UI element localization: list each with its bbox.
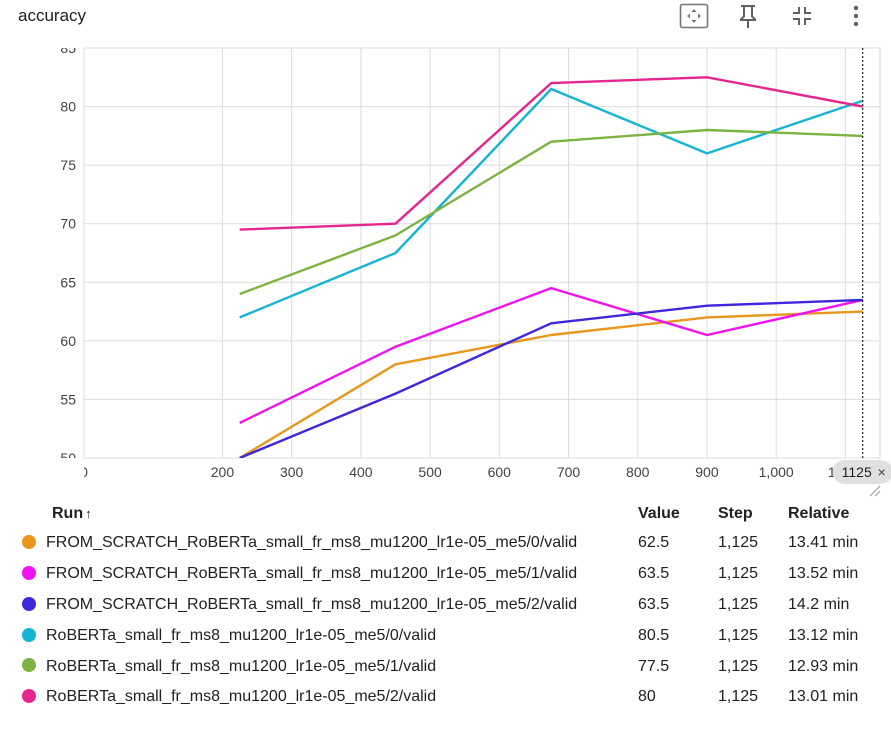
value-cell: 63.5 [638,565,670,583]
run-name: RoBERTa_small_fr_ms8_mu1200_lr1e-05_me5/… [46,657,437,675]
run-header-label: Run [52,505,84,522]
value-column-header[interactable]: Value [638,505,680,522]
table-row[interactable]: FROM_SCRATCH_RoBERTa_small_fr_ms8_mu1200… [18,528,878,559]
step-cell: 1,125 [718,534,759,552]
value-cell: 63.5 [638,595,670,613]
x-tick-label: 900 [695,464,719,480]
run-cell: FROM_SCRATCH_RoBERTa_small_fr_ms8_mu1200… [18,528,638,559]
y-tick-label: 80 [60,99,76,115]
series-group [239,76,864,458]
y-tick-label: 50 [60,450,76,466]
plot-frame [83,47,881,459]
series-line[interactable] [239,310,863,458]
run-color-swatch[interactable] [22,596,36,611]
x-tick-label: 1,000 [759,464,794,480]
step-column-header[interactable]: Step [718,505,753,522]
step-badge-label: 1125 [842,464,872,480]
series-line[interactable] [239,128,863,296]
run-cell: FROM_SCRATCH_RoBERTa_small_fr_ms8_mu1200… [18,590,638,621]
relative-cell: 13.41 min [788,534,859,552]
run-cell: RoBERTa_small_fr_ms8_mu1200_lr1e-05_me5/… [18,682,638,713]
close-icon[interactable]: × [878,464,886,480]
step-badge-bg [832,460,891,484]
series-line[interactable] [239,87,864,319]
y-tick-label: 55 [60,391,76,407]
value-cell: 80.5 [638,626,670,644]
run-name: FROM_SCRATCH_RoBERTa_small_fr_ms8_mu1200… [46,534,578,552]
x-tick-label: 600 [488,464,512,480]
step-cursor-badge[interactable]: 1125 × [832,460,891,484]
x-tick-label: 200 [211,464,235,480]
series-line[interactable] [239,76,863,231]
accuracy-line-chart[interactable]: 50 55 60 65 70 75 80 85 0 200 300 400 500 600 700 800 90… [0,40,891,500]
x-tick-label: 300 [280,464,304,480]
run-column-header[interactable]: Run ↑ [18,500,638,528]
table-row[interactable]: FROM_SCRATCH_RoBERTa_small_fr_ms8_mu1200… [18,559,878,590]
series-line[interactable] [239,298,863,458]
table-row[interactable]: FROM_SCRATCH_RoBERTa_small_fr_ms8_mu1200… [18,590,878,621]
relative-cell: 14.2 min [788,595,850,613]
relative-cell: 13.12 min [788,626,859,644]
series-line[interactable] [239,286,863,424]
x-tick-label: 700 [557,464,581,480]
run-cell: RoBERTa_small_fr_ms8_mu1200_lr1e-05_me5/… [18,620,638,651]
resize-handle-icon[interactable] [869,485,881,497]
sort-ascending-icon: ↑ [85,506,92,521]
runs-table: Run ↑ Value Step Relative FROM_SCRATCH_Ro… [18,500,878,713]
y-tick-label: 65 [60,274,76,290]
step-cell: 1,125 [718,626,759,644]
run-name: FROM_SCRATCH_RoBERTa_small_fr_ms8_mu1200… [46,565,578,583]
relative-cell: 12.93 min [788,657,859,675]
table-row[interactable]: RoBERTa_small_fr_ms8_mu1200_lr1e-05_me5/… [18,651,878,682]
card-toolbar [667,0,883,32]
more-vert-icon [852,5,860,27]
value-cell: 80 [638,688,656,706]
y-tick-label: 70 [60,216,76,232]
fit-domain-icon [679,3,709,29]
collapse-button[interactable] [775,0,829,32]
value-cell: 77.5 [638,657,670,675]
y-tick-label: 75 [60,157,76,173]
relative-cell: 13.01 min [788,688,859,706]
x-tick-label: 800 [626,464,650,480]
run-color-swatch[interactable] [22,658,36,673]
pin-icon [737,3,759,29]
x-tick-label: 400 [349,464,373,480]
x-tick-label: 0 [80,464,88,480]
value-cell: 62.5 [638,534,670,552]
relative-column-header[interactable]: Relative [788,505,850,522]
run-cell: RoBERTa_small_fr_ms8_mu1200_lr1e-05_me5/… [18,651,638,682]
run-name: RoBERTa_small_fr_ms8_mu1200_lr1e-05_me5/… [46,626,437,644]
runs-table-header: Run ↑ Value Step Relative [18,500,878,528]
y-tick-label: 60 [60,333,76,349]
run-cell: FROM_SCRATCH_RoBERTa_small_fr_ms8_mu1200… [18,559,638,590]
more-options-button[interactable] [829,0,883,32]
fit-domain-button[interactable] [667,0,721,32]
run-color-swatch[interactable] [22,689,36,704]
x-tick-label: 500 [418,464,442,480]
step-cell: 1,125 [718,595,759,613]
relative-cell: 13.52 min [788,565,859,583]
table-row[interactable]: RoBERTa_small_fr_ms8_mu1200_lr1e-05_me5/… [18,682,878,713]
card-title: accuracy [18,6,87,25]
run-color-swatch[interactable] [22,627,36,642]
step-cell: 1,125 [718,688,759,706]
run-name: RoBERTa_small_fr_ms8_mu1200_lr1e-05_me5/… [46,688,437,706]
collapse-icon [791,5,813,27]
table-row[interactable]: RoBERTa_small_fr_ms8_mu1200_lr1e-05_me5/… [18,620,878,651]
run-name: FROM_SCRATCH_RoBERTa_small_fr_ms8_mu1200… [46,595,578,613]
run-color-swatch[interactable] [22,535,36,550]
pin-button[interactable] [721,0,775,32]
step-cell: 1,125 [718,657,759,675]
step-cell: 1,125 [718,565,759,583]
y-tick-label: 85 [60,40,76,56]
run-color-swatch[interactable] [22,565,36,580]
